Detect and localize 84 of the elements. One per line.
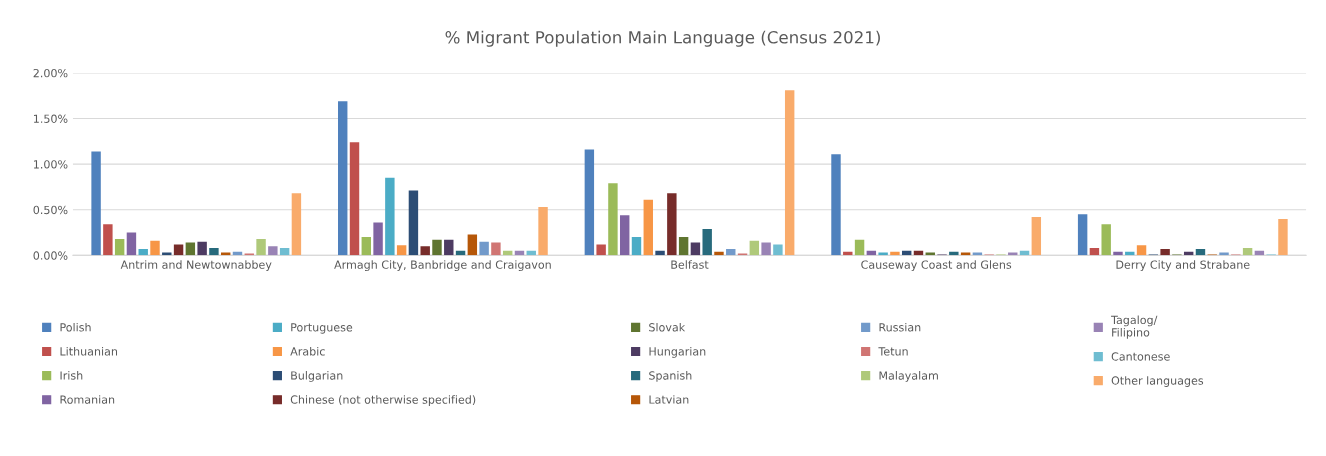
legend-label: Lithuanian xyxy=(60,346,118,356)
bar xyxy=(256,238,266,256)
bar xyxy=(173,244,184,256)
bar xyxy=(420,246,430,256)
bar xyxy=(1136,245,1147,256)
bar xyxy=(197,241,207,256)
bar xyxy=(291,193,302,256)
bar xyxy=(268,246,278,256)
bar xyxy=(479,241,489,256)
bar xyxy=(209,248,219,256)
bar xyxy=(185,242,196,256)
bar xyxy=(584,149,595,256)
y-tick-label: 1.00% xyxy=(33,160,68,169)
bar xyxy=(749,240,760,256)
legend-label: Irish xyxy=(60,371,83,380)
bar xyxy=(1242,248,1253,256)
bar xyxy=(667,193,677,256)
legend-label: Romanian xyxy=(60,395,115,404)
bar xyxy=(1101,224,1111,256)
legend-label: Latvian xyxy=(649,395,689,404)
bar xyxy=(831,154,841,256)
bar xyxy=(373,222,383,256)
bar xyxy=(103,224,113,256)
bar xyxy=(385,177,395,256)
legend-label: Portuguese xyxy=(291,323,353,334)
legend-label: Arabic xyxy=(290,346,325,356)
legend-label: Tagalog/ Filipino xyxy=(1111,315,1158,339)
bar xyxy=(349,142,360,256)
bar xyxy=(608,183,618,256)
bar xyxy=(726,248,736,256)
y-tick-label: 0.50% xyxy=(33,205,68,215)
bar xyxy=(596,244,606,256)
legend-label: Spanish xyxy=(649,371,692,382)
y-tick-label: 0.00% xyxy=(33,251,68,260)
bar xyxy=(279,248,290,256)
legend-label: Slovak xyxy=(649,322,686,332)
bar xyxy=(138,248,148,256)
bar xyxy=(361,237,371,256)
legend-label: Chinese (not otherwise specified) xyxy=(290,395,476,406)
chart-title: % Migrant Population Main Language (Census 2021) xyxy=(445,30,880,47)
bar xyxy=(396,245,407,256)
bar xyxy=(1195,248,1206,256)
bar xyxy=(761,242,771,256)
x-tick-label: Belfast xyxy=(671,260,709,269)
bar xyxy=(432,239,442,256)
bar xyxy=(467,234,478,256)
legend-label: Malayalam xyxy=(879,371,938,382)
y-tick-label: 2.00% xyxy=(33,68,68,78)
legend-label: Hungarian xyxy=(649,346,706,358)
bar xyxy=(338,101,348,256)
bar xyxy=(643,199,653,256)
x-tick-label: Derry City and Strabane xyxy=(1116,260,1250,271)
y-tick-label: 1.50% xyxy=(33,114,68,123)
legend-label: Tetun xyxy=(878,347,908,356)
bar xyxy=(538,207,548,256)
bar xyxy=(690,242,701,256)
bar xyxy=(1031,217,1042,256)
bar xyxy=(126,232,137,256)
x-tick-label: Causeway Coast and Glens xyxy=(861,260,1012,271)
bar xyxy=(620,215,630,256)
legend-label: Russian xyxy=(879,322,921,332)
bar xyxy=(702,228,712,256)
bar xyxy=(91,151,101,256)
bar xyxy=(408,190,419,256)
legend-label: Polish xyxy=(60,322,91,332)
bar xyxy=(773,244,783,256)
bar xyxy=(444,239,454,256)
bar xyxy=(631,237,642,256)
bar xyxy=(1089,248,1100,256)
x-tick-label: Armagh City, Banbridge and Craigavon xyxy=(334,260,551,271)
bar xyxy=(1077,214,1088,256)
legend-label: Bulgarian xyxy=(291,371,343,382)
bar xyxy=(114,238,125,256)
bar xyxy=(678,237,689,256)
bar xyxy=(150,240,160,256)
legend-label: Cantonese xyxy=(1111,352,1170,361)
bar xyxy=(1278,218,1288,256)
bar xyxy=(491,242,501,256)
bar xyxy=(784,90,795,256)
bar xyxy=(655,250,665,256)
bar xyxy=(1160,248,1170,256)
bar xyxy=(854,239,865,256)
x-tick-label: Antrim and Newtownabbey xyxy=(120,260,272,271)
legend-label: Other languages xyxy=(1111,376,1204,387)
